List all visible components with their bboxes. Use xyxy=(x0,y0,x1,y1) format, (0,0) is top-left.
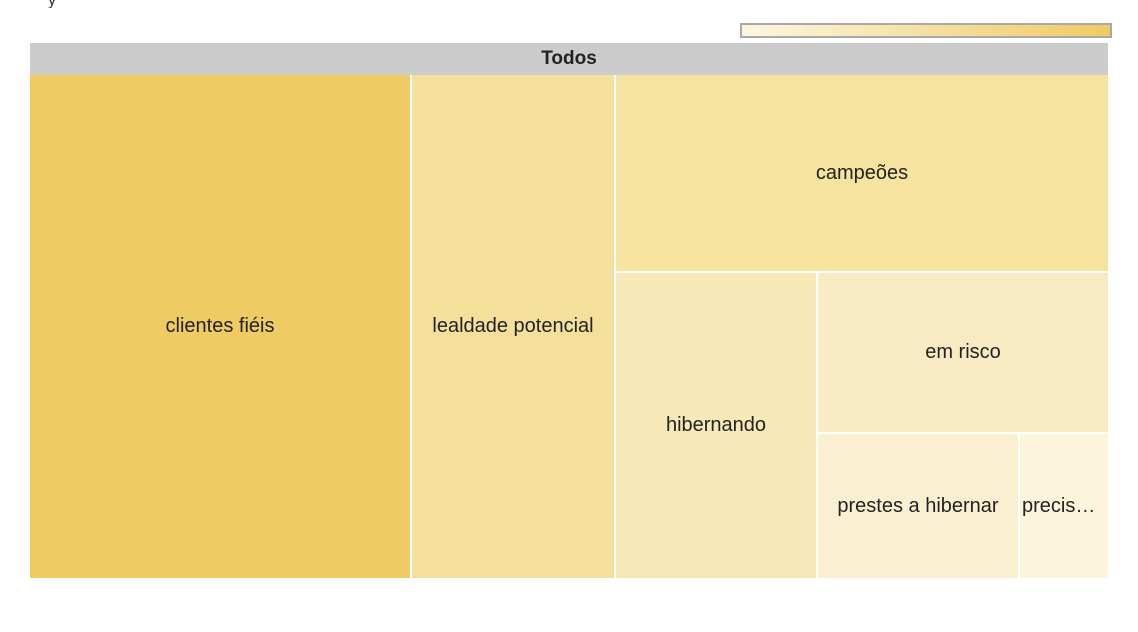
treemap-cell-lealdade-potencial[interactable]: lealdade potencial xyxy=(412,75,616,580)
treemap-cell-label: prestes a hibernar xyxy=(837,494,999,517)
treemap-cell-label: campeões xyxy=(815,161,909,184)
treemap-cell-precisa[interactable]: precisa… xyxy=(1020,434,1108,580)
treemap-cell-em-risco[interactable]: em risco xyxy=(818,273,1108,434)
treemap-cell-clientes-fieis[interactable]: clientes fiéis xyxy=(30,75,412,580)
color-legend-bar xyxy=(740,23,1112,38)
treemap-cell-label: clientes fiéis xyxy=(165,315,275,337)
treemap-cell-label: lealdade potencial xyxy=(432,315,594,337)
partial-text: y xyxy=(48,0,62,8)
treemap-cell-label: precisa… xyxy=(1022,494,1107,517)
treemap-cell-prestes-a-hibernar[interactable]: prestes a hibernar xyxy=(818,434,1020,580)
treemap-cell-label: em risco xyxy=(925,341,1001,363)
treemap-cell-campeoes[interactable]: campeões xyxy=(616,75,1108,273)
treemap-root-header[interactable]: Todos xyxy=(30,43,1108,75)
treemap-cell-hibernando[interactable]: hibernando xyxy=(616,273,818,580)
treemap-chart: Todos clientes fiéis lealdade potencial … xyxy=(30,43,1108,580)
treemap-cell-label: hibernando xyxy=(665,414,767,436)
